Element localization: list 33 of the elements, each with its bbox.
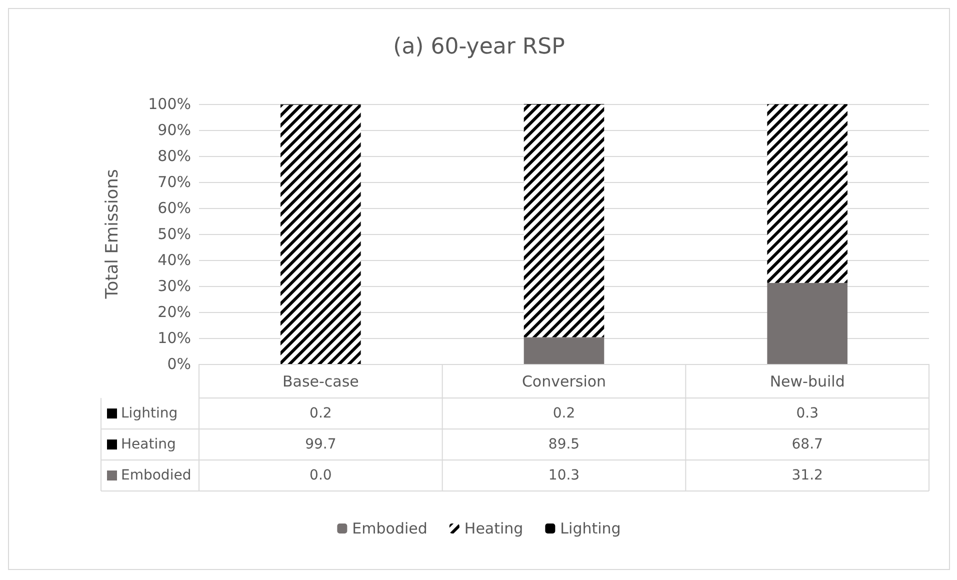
y-tick-label: 40% <box>158 251 191 269</box>
x-tick-label: Base-case <box>282 372 359 390</box>
x-tick-label: New-build <box>770 372 845 390</box>
legend-label: Embodied <box>352 520 428 538</box>
data-label: 0.0 <box>310 468 332 484</box>
y-tick-label: 60% <box>158 199 191 217</box>
legend-label: Lighting <box>121 406 178 422</box>
text: Lighting <box>560 520 621 538</box>
data-label: 10.3 <box>548 468 580 484</box>
y-tick-label: 20% <box>158 303 191 321</box>
data-label: 68.7 <box>792 436 823 452</box>
y-tick-label: 70% <box>158 173 191 191</box>
chart-title: (a) 60-year RSP <box>393 34 565 60</box>
y-tick-label: 30% <box>158 277 191 295</box>
data-label: 0.2 <box>310 406 332 422</box>
data-label: 89.5 <box>548 436 580 452</box>
data-label: 31.2 <box>792 468 823 484</box>
data-label: 99.7 <box>305 436 336 452</box>
text: Embodied <box>121 468 192 484</box>
data-label: 0.2 <box>552 406 576 422</box>
y-tick-label: 50% <box>158 225 191 243</box>
text: Heating <box>121 436 176 452</box>
legend-label: Heating <box>464 520 524 538</box>
y-axis-title: Total Emissions <box>102 169 122 300</box>
y-tick-label: 90% <box>158 121 191 139</box>
bar <box>767 282 848 364</box>
x-tick-label: Conversion <box>522 372 606 390</box>
y-tick-label: 100% <box>148 95 191 113</box>
y-tick-label: 10% <box>158 329 191 347</box>
bar <box>524 337 604 364</box>
data-label: 0.3 <box>796 406 818 422</box>
y-tick-label: 80% <box>158 147 191 165</box>
y-tick-label: 0% <box>167 355 191 373</box>
